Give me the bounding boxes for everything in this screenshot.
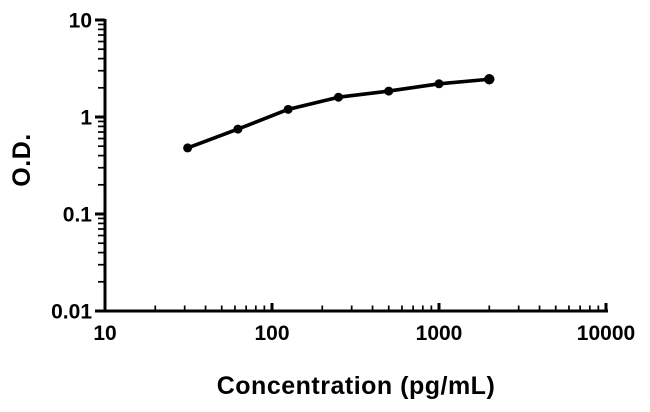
x-tick-label: 100: [254, 322, 289, 345]
standard-curve-line: [185, 77, 492, 150]
x-tick-label: 10000: [577, 322, 635, 345]
y-tick-label: 1: [80, 107, 92, 130]
data-point-marker: [183, 143, 193, 153]
y-tick-label: 0.1: [63, 204, 93, 227]
x-tick-label: 10: [93, 322, 116, 345]
data-point-marker: [333, 92, 343, 102]
curve-series: [183, 74, 495, 153]
data-point-marker: [384, 86, 394, 96]
tick-labels: 10 100 1000 10000 10 1 0.1 0.01: [51, 10, 635, 346]
data-point-marker: [484, 74, 495, 85]
data-point-marker: [283, 104, 293, 114]
x-axis-title: Concentration (pg/mL): [217, 372, 496, 400]
y-tick-label: 10: [69, 10, 92, 33]
data-point-marker: [233, 124, 243, 134]
y-tick-label: 0.01: [51, 301, 92, 324]
axes: [95, 18, 608, 313]
data-point-marker: [434, 79, 444, 89]
y-axis-title: O.D.: [8, 133, 36, 186]
x-tick-label: 1000: [416, 322, 463, 345]
